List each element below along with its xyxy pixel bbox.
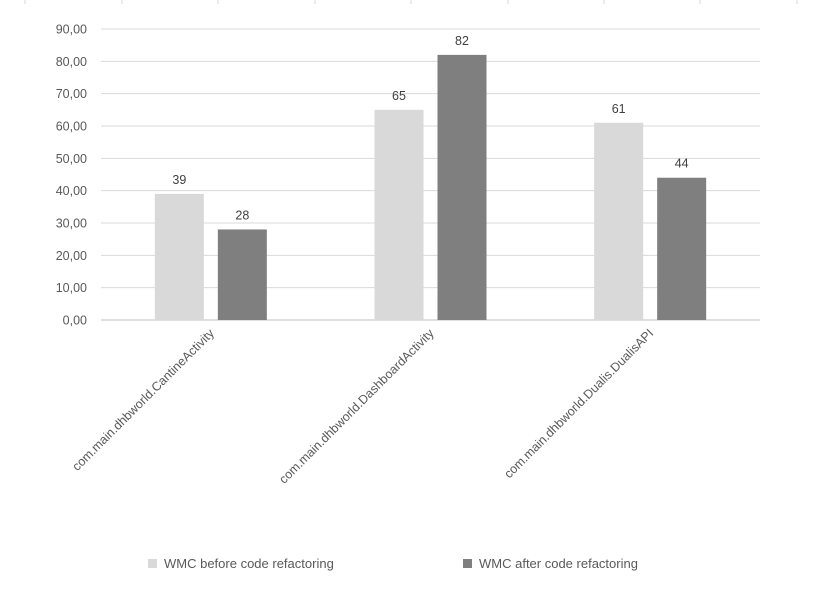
- data-label: 82: [455, 34, 469, 48]
- y-tick-label: 0,00: [63, 314, 87, 328]
- data-label: 65: [392, 89, 406, 103]
- y-tick-label: 20,00: [56, 249, 87, 263]
- y-tick-label: 70,00: [56, 87, 87, 101]
- bar-after: [437, 54, 487, 320]
- category-label: com.main.dhbworld.DashboardActivity: [276, 326, 437, 487]
- bar-after: [657, 177, 707, 320]
- category-labels: com.main.dhbworld.CantineActivity com.mai…: [70, 326, 657, 487]
- y-tick-label: 40,00: [56, 184, 87, 198]
- top-border-ticks: [24, 0, 798, 4]
- y-tick-label: 30,00: [56, 217, 87, 231]
- y-tick-label: 80,00: [56, 55, 87, 69]
- bar-before: [374, 109, 424, 320]
- y-tick-label: 90,00: [56, 23, 87, 37]
- gridlines: [101, 28, 760, 321]
- legend-label-before: WMC before code refactoring: [164, 556, 334, 571]
- legend-swatch-after: [463, 559, 472, 568]
- bar-before: [594, 122, 644, 321]
- legend-item-after: WMC after code refactoring: [463, 556, 638, 571]
- legend-item-before: WMC before code refactoring: [148, 556, 334, 571]
- data-label: 61: [612, 102, 626, 116]
- bar-before: [154, 193, 204, 320]
- bars: [154, 54, 707, 321]
- data-label: 39: [172, 173, 186, 187]
- category-label: com.main.dhbworld.Dualis.DualisAPI: [501, 326, 656, 481]
- data-label: 28: [235, 208, 249, 222]
- bar-after: [217, 229, 267, 320]
- y-tick-label: 50,00: [56, 152, 87, 166]
- data-labels: 39 28 65 82 61 44: [172, 34, 688, 223]
- y-axis-tick-labels: 0,00 10,00 20,00 30,00 40,00 50,00 60,00 70,00 8…: [56, 23, 87, 328]
- data-label: 44: [675, 157, 689, 171]
- category-label: com.main.dhbworld.CantineActivity: [70, 326, 218, 474]
- legend-label-after: WMC after code refactoring: [479, 556, 638, 571]
- y-tick-label: 60,00: [56, 120, 87, 134]
- y-tick-label: 10,00: [56, 281, 87, 295]
- legend-swatch-before: [148, 559, 157, 568]
- legend: WMC before code refactoring WMC after co…: [0, 556, 822, 576]
